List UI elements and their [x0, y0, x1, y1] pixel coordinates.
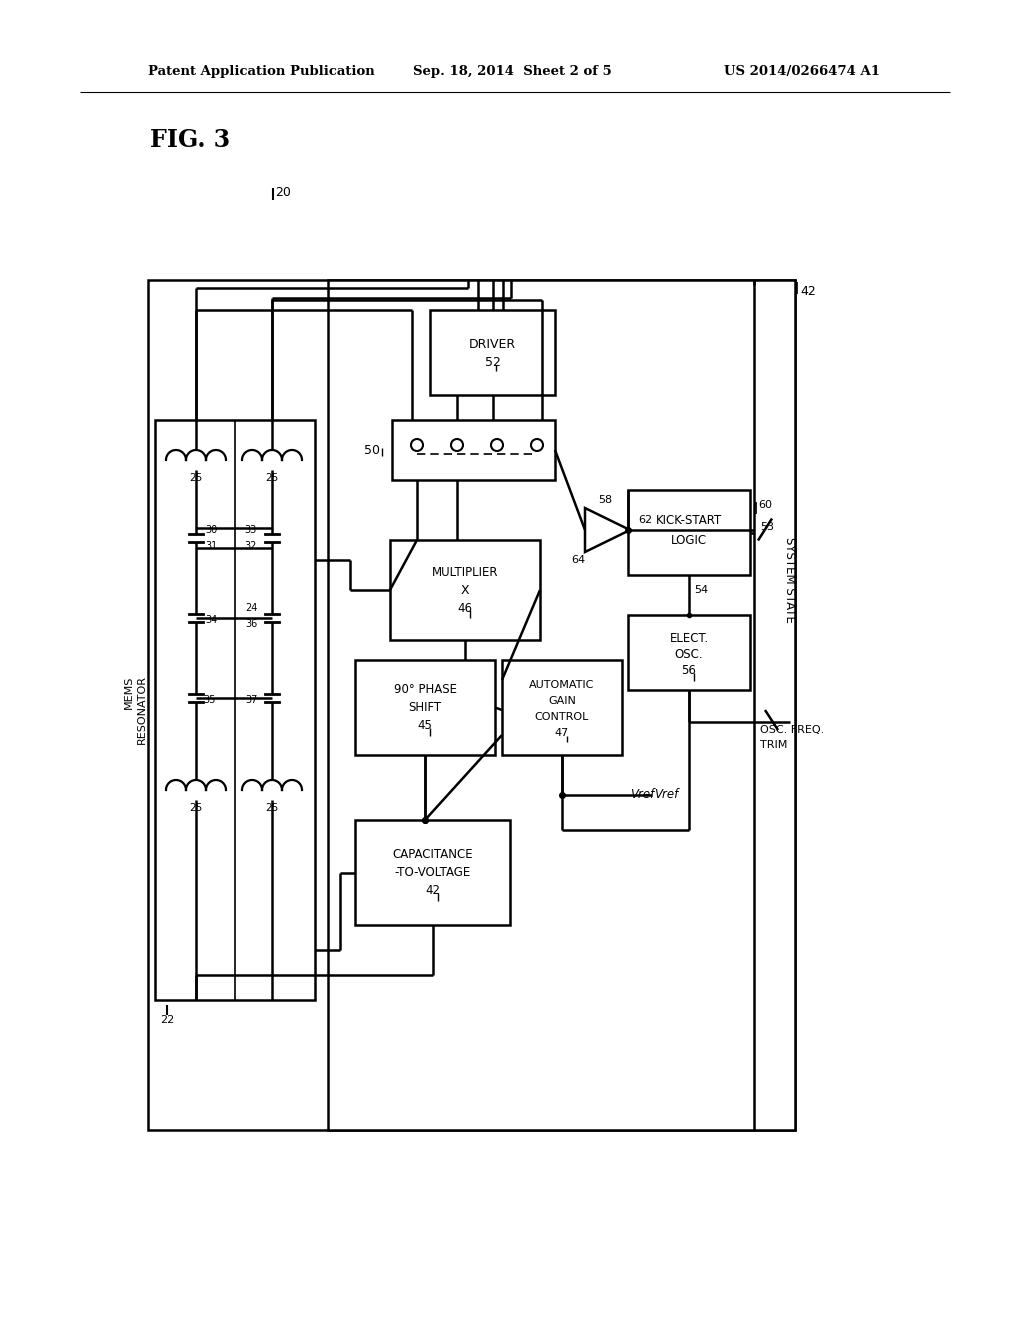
- Text: X: X: [461, 583, 469, 597]
- Text: 42: 42: [800, 285, 816, 298]
- Text: 22: 22: [160, 1015, 174, 1026]
- Bar: [628, 615, 750, 690]
- Text: OSC.: OSC.: [675, 648, 703, 661]
- Bar: [430, 310, 555, 395]
- Text: SYSTEM STATE: SYSTEM STATE: [783, 537, 797, 623]
- Text: 53: 53: [760, 521, 774, 532]
- Text: SHIFT: SHIFT: [409, 701, 441, 714]
- Text: 64: 64: [571, 554, 585, 565]
- Text: GAIN: GAIN: [548, 697, 575, 706]
- Bar: [148, 280, 795, 1130]
- Text: 35: 35: [204, 696, 216, 705]
- Bar: [328, 280, 795, 1130]
- Bar: [628, 490, 750, 576]
- Text: ELECT.: ELECT.: [670, 632, 709, 645]
- Text: US 2014/0266474 A1: US 2014/0266474 A1: [724, 65, 880, 78]
- Text: Sep. 18, 2014  Sheet 2 of 5: Sep. 18, 2014 Sheet 2 of 5: [413, 65, 611, 78]
- Text: 34: 34: [205, 615, 217, 624]
- Circle shape: [451, 440, 463, 451]
- Bar: [502, 660, 622, 755]
- Bar: [155, 420, 315, 1001]
- Text: 58: 58: [598, 495, 612, 506]
- Text: MULTIPLIER: MULTIPLIER: [432, 565, 499, 578]
- Text: Vref: Vref: [630, 788, 654, 801]
- Bar: [355, 660, 495, 755]
- Text: 56: 56: [682, 664, 696, 677]
- Text: MEMS
RESONATOR: MEMS RESONATOR: [124, 676, 147, 744]
- Text: CONTROL: CONTROL: [535, 713, 589, 722]
- Text: OSC. FREQ.: OSC. FREQ.: [760, 725, 824, 735]
- Text: 32: 32: [245, 541, 257, 550]
- Text: 30: 30: [205, 525, 217, 535]
- Text: DRIVER: DRIVER: [469, 338, 516, 351]
- Text: Vref: Vref: [654, 788, 678, 801]
- Text: 31: 31: [205, 541, 217, 550]
- Text: 37: 37: [246, 696, 258, 705]
- Text: 25: 25: [265, 473, 279, 483]
- Text: AUTOMATIC: AUTOMATIC: [529, 681, 595, 690]
- Text: TRIM: TRIM: [760, 741, 787, 750]
- Circle shape: [490, 440, 503, 451]
- Text: 50: 50: [364, 444, 380, 457]
- Circle shape: [411, 440, 423, 451]
- Text: CAPACITANCE: CAPACITANCE: [392, 847, 473, 861]
- Bar: [392, 420, 555, 480]
- Text: 52: 52: [484, 356, 501, 370]
- Bar: [390, 540, 540, 640]
- Text: 20: 20: [275, 186, 291, 198]
- Text: KICK-START: KICK-START: [656, 513, 722, 527]
- Text: 24: 24: [246, 603, 258, 612]
- Text: FIG. 3: FIG. 3: [150, 128, 230, 152]
- Text: 62: 62: [638, 515, 652, 525]
- Text: 60: 60: [758, 500, 772, 510]
- Text: 90° PHASE: 90° PHASE: [393, 682, 457, 696]
- Bar: [355, 820, 510, 925]
- Text: 33: 33: [245, 525, 257, 535]
- Text: 25: 25: [189, 803, 203, 813]
- Text: 46: 46: [458, 602, 472, 615]
- Text: 25: 25: [265, 803, 279, 813]
- Circle shape: [531, 440, 543, 451]
- Text: LOGIC: LOGIC: [671, 535, 707, 546]
- Text: 47: 47: [555, 729, 569, 738]
- Text: Patent Application Publication: Patent Application Publication: [148, 65, 375, 78]
- Text: 42: 42: [425, 884, 440, 898]
- Text: 25: 25: [189, 473, 203, 483]
- Text: 36: 36: [246, 619, 258, 630]
- Text: -TO-VOLTAGE: -TO-VOLTAGE: [394, 866, 471, 879]
- Text: 54: 54: [694, 585, 709, 595]
- Text: 45: 45: [418, 719, 432, 733]
